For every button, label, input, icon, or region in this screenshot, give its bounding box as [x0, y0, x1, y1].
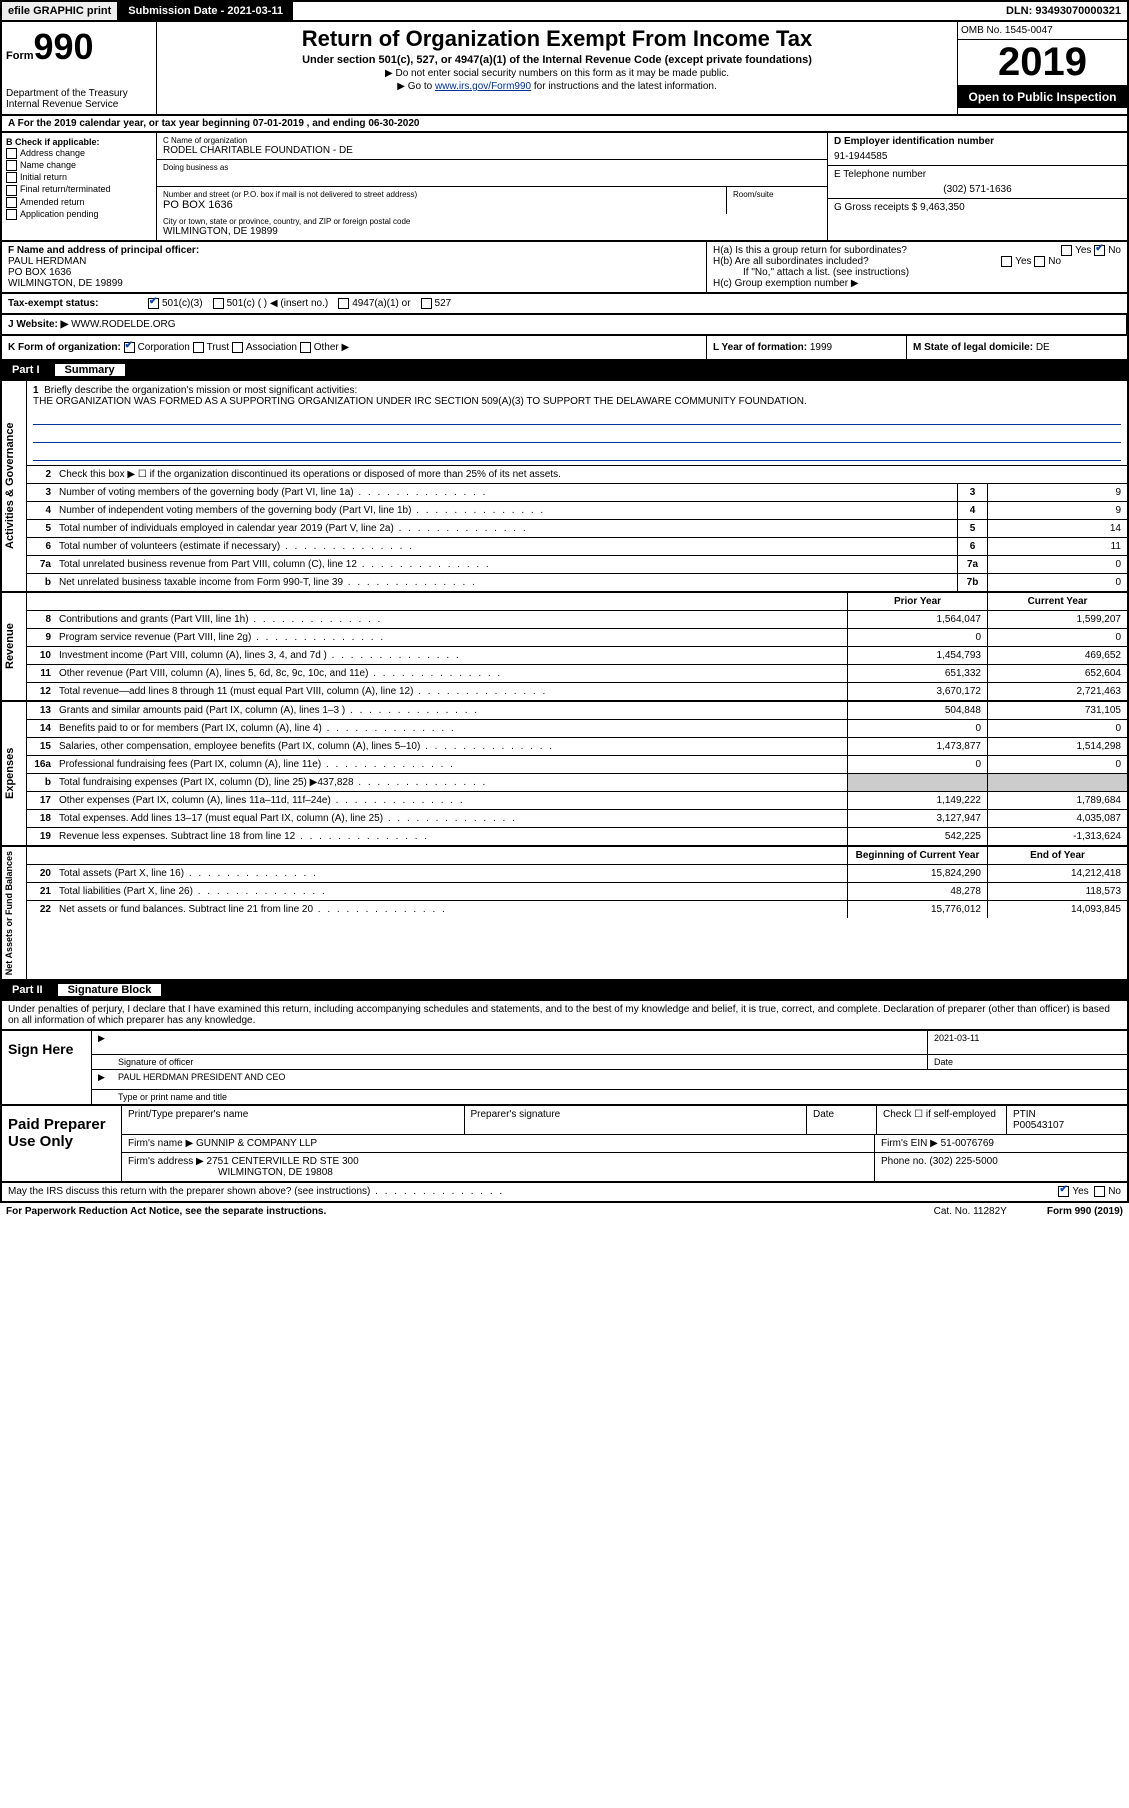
- page-footer: For Paperwork Reduction Act Notice, see …: [0, 1203, 1129, 1220]
- cb-other[interactable]: [300, 342, 311, 353]
- section-klm: K Form of organization: Corporation Trus…: [0, 336, 1129, 361]
- part2-header: Part IISignature Block: [0, 981, 1129, 1001]
- table-row: 15Salaries, other compensation, employee…: [27, 738, 1127, 756]
- table-row: 5Total number of individuals employed in…: [27, 520, 1127, 538]
- form-number: Form990: [6, 26, 152, 68]
- website: WWW.RODELDE.ORG: [71, 319, 175, 330]
- table-row: 16aProfessional fundraising fees (Part I…: [27, 756, 1127, 774]
- cb-discuss-yes[interactable]: [1058, 1186, 1069, 1197]
- section-d: D Employer identification number91-19445…: [827, 133, 1127, 240]
- ein: 91-1944585: [834, 147, 1121, 162]
- cb-association[interactable]: [232, 342, 243, 353]
- table-row: 22Net assets or fund balances. Subtract …: [27, 901, 1127, 918]
- net-assets-section: Net Assets or Fund Balances Beginning of…: [0, 847, 1129, 981]
- table-row: 20Total assets (Part X, line 16)15,824,2…: [27, 865, 1127, 883]
- table-row: bNet unrelated business taxable income f…: [27, 574, 1127, 591]
- cb-corporation[interactable]: [124, 342, 135, 353]
- cb-final-return[interactable]: Final return/terminated: [6, 184, 152, 195]
- expenses-section: Expenses 13Grants and similar amounts pa…: [0, 702, 1129, 847]
- cb-address-change[interactable]: Address change: [6, 148, 152, 159]
- table-row: 7aTotal unrelated business revenue from …: [27, 556, 1127, 574]
- tax-year: 2019: [958, 40, 1127, 86]
- table-row: 17Other expenses (Part IX, column (A), l…: [27, 792, 1127, 810]
- firm-name: GUNNIP & COMPANY LLP: [196, 1138, 317, 1149]
- section-b: B Check if applicable: Address change Na…: [2, 133, 157, 240]
- omb-number: OMB No. 1545-0047: [958, 22, 1127, 40]
- table-row: 4Number of independent voting members of…: [27, 502, 1127, 520]
- mission-block: 1 Briefly describe the organization's mi…: [27, 381, 1127, 466]
- table-row: 13Grants and similar amounts paid (Part …: [27, 702, 1127, 720]
- table-row: 11Other revenue (Part VIII, column (A), …: [27, 665, 1127, 683]
- top-bar: efile GRAPHIC print Submission Date - 20…: [0, 0, 1129, 22]
- officer-name: PAUL HERDMAN PRESIDENT AND CEO: [112, 1070, 1127, 1089]
- line-a: A For the 2019 calendar year, or tax yea…: [0, 116, 1129, 133]
- tax-exempt-status: Tax-exempt status: 501(c)(3) 501(c) ( ) …: [0, 294, 1129, 315]
- section-bcd: B Check if applicable: Address change Na…: [0, 133, 1129, 242]
- vtab-governance: Activities & Governance: [2, 381, 27, 591]
- firm-phone: (302) 225-5000: [929, 1156, 997, 1167]
- cb-527[interactable]: [421, 298, 432, 309]
- section-f: F Name and address of principal officer:…: [2, 242, 707, 292]
- cb-amended-return[interactable]: Amended return: [6, 197, 152, 208]
- cb-initial-return[interactable]: Initial return: [6, 172, 152, 183]
- cb-application-pending[interactable]: Application pending: [6, 209, 152, 220]
- revenue-section: Revenue Prior YearCurrent Year 8Contribu…: [0, 593, 1129, 702]
- submission-date: Submission Date - 2021-03-11: [118, 2, 293, 20]
- form-header: Form990 Department of the Treasury Inter…: [0, 22, 1129, 116]
- vtab-net-assets: Net Assets or Fund Balances: [2, 847, 27, 979]
- table-row: bTotal fundraising expenses (Part IX, co…: [27, 774, 1127, 792]
- cb-trust[interactable]: [193, 342, 204, 353]
- form-title: Return of Organization Exempt From Incom…: [161, 26, 953, 52]
- section-fh: F Name and address of principal officer:…: [0, 242, 1129, 294]
- firm-address: 2751 CENTERVILLE RD STE 300: [207, 1156, 359, 1167]
- table-row: 6Total number of volunteers (estimate if…: [27, 538, 1127, 556]
- table-row: 21Total liabilities (Part X, line 26)48,…: [27, 883, 1127, 901]
- table-row: 18Total expenses. Add lines 13–17 (must …: [27, 810, 1127, 828]
- paid-preparer-block: Paid Preparer Use Only Print/Type prepar…: [0, 1106, 1129, 1183]
- org-address: PO BOX 1636: [163, 199, 720, 211]
- table-row: 8Contributions and grants (Part VIII, li…: [27, 611, 1127, 629]
- cb-501c[interactable]: [213, 298, 224, 309]
- dept-treasury: Department of the Treasury Internal Reve…: [6, 88, 152, 110]
- sign-here-block: Sign Here ▶2021-03-11 Signature of offic…: [0, 1031, 1129, 1106]
- firm-ein: 51-0076769: [941, 1138, 994, 1149]
- dln: DLN: 93493070000321: [1000, 2, 1127, 20]
- open-inspection: Open to Public Inspection: [958, 86, 1127, 108]
- cb-name-change[interactable]: Name change: [6, 160, 152, 171]
- ssn-note: ▶ Do not enter social security numbers o…: [161, 68, 953, 79]
- year-formation: 1999: [810, 342, 832, 353]
- org-city: WILMINGTON, DE 19899: [163, 226, 821, 237]
- table-row: 12Total revenue—add lines 8 through 11 (…: [27, 683, 1127, 700]
- org-name: RODEL CHARITABLE FOUNDATION - DE: [163, 145, 821, 156]
- ptin: P00543107: [1013, 1120, 1121, 1131]
- section-c: C Name of organizationRODEL CHARITABLE F…: [157, 133, 827, 240]
- section-h: H(a) Is this a group return for subordin…: [707, 242, 1127, 292]
- cb-4947[interactable]: [338, 298, 349, 309]
- state-domicile: DE: [1036, 342, 1050, 353]
- table-row: 19Revenue less expenses. Subtract line 1…: [27, 828, 1127, 845]
- irs-link[interactable]: www.irs.gov/Form990: [435, 81, 531, 92]
- gross-receipts: 9,463,350: [920, 202, 965, 213]
- efile-print-button[interactable]: efile GRAPHIC print: [2, 2, 118, 20]
- activities-governance: Activities & Governance 1 Briefly descri…: [0, 381, 1129, 593]
- discuss-row: May the IRS discuss this return with the…: [0, 1183, 1129, 1202]
- form-subtitle: Under section 501(c), 527, or 4947(a)(1)…: [161, 54, 953, 66]
- signature-intro: Under penalties of perjury, I declare th…: [0, 1001, 1129, 1031]
- cb-501c3[interactable]: [148, 298, 159, 309]
- table-row: 9Program service revenue (Part VIII, lin…: [27, 629, 1127, 647]
- goto-note: ▶ Go to www.irs.gov/Form990 for instruct…: [161, 81, 953, 92]
- cb-discuss-no[interactable]: [1094, 1186, 1105, 1197]
- vtab-revenue: Revenue: [2, 593, 27, 700]
- part1-header: Part ISummary: [0, 361, 1129, 381]
- table-row: 3Number of voting members of the governi…: [27, 484, 1127, 502]
- table-row: 14Benefits paid to or for members (Part …: [27, 720, 1127, 738]
- telephone: (302) 571-1636: [834, 180, 1121, 195]
- vtab-expenses: Expenses: [2, 702, 27, 845]
- section-j: J Website: ▶ WWW.RODELDE.ORG: [0, 315, 1129, 336]
- table-row: 10Investment income (Part VIII, column (…: [27, 647, 1127, 665]
